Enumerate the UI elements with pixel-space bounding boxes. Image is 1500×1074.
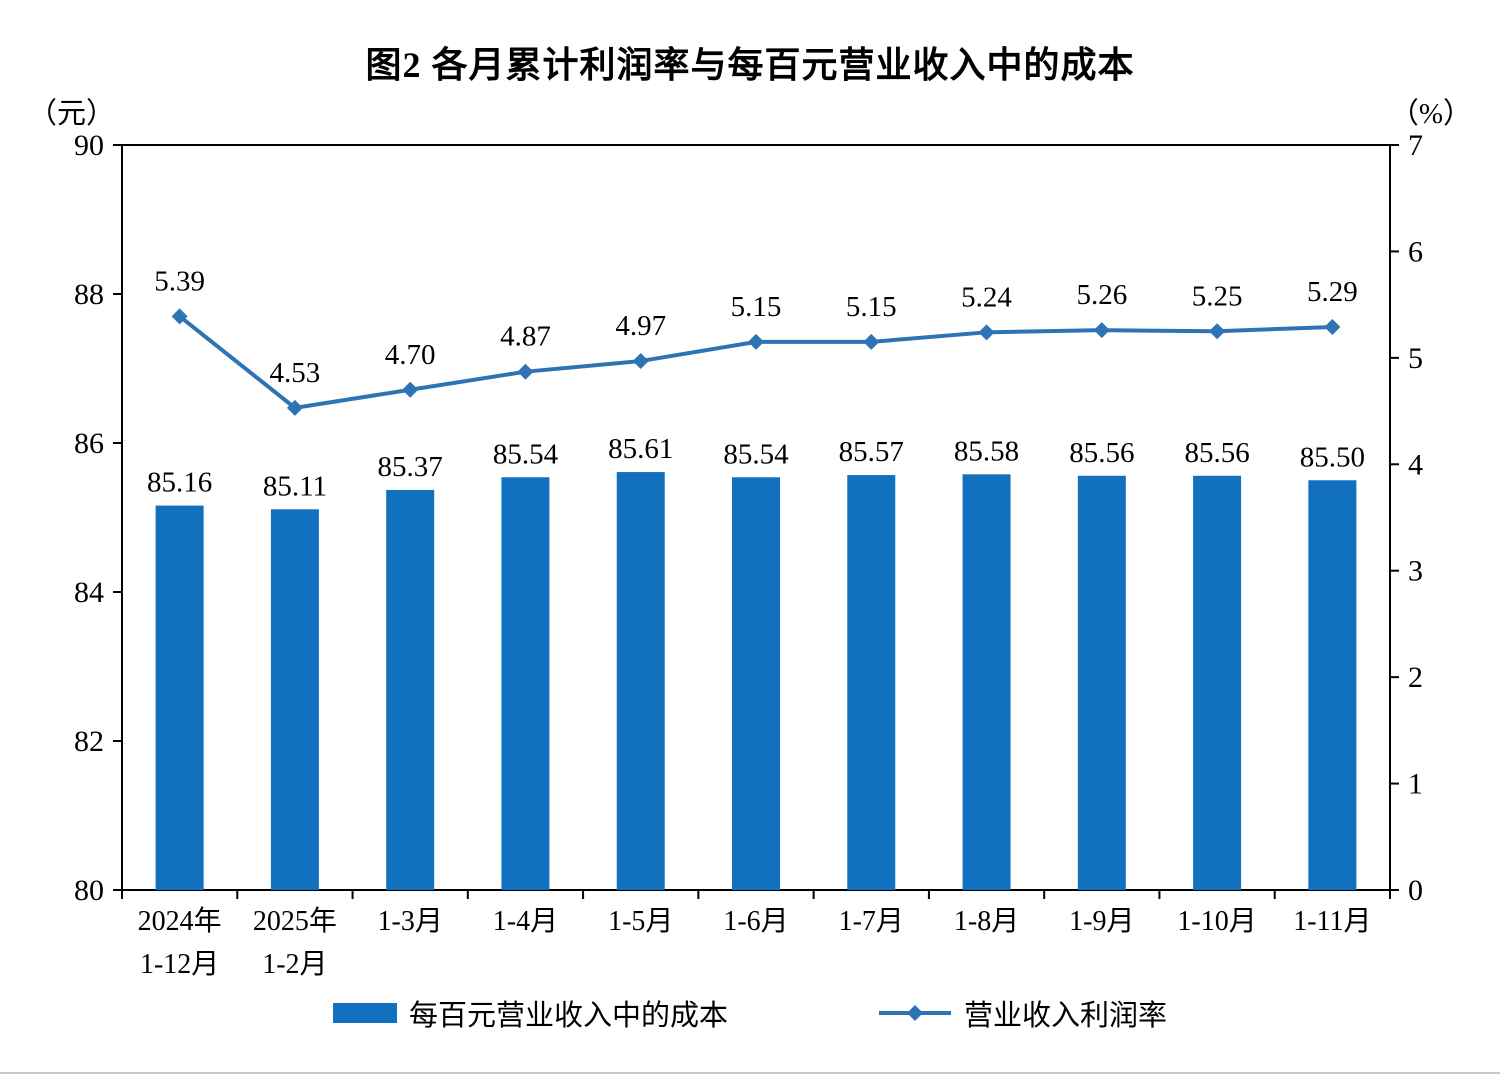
legend-item-bars: 每百元营业收入中的成本 xyxy=(332,992,728,1034)
chart-title: 图2 各月累计利润率与每百元营业收入中的成本 xyxy=(365,45,1135,85)
legend-line-label: 营业收入利润率 xyxy=(964,1000,1168,1032)
bar xyxy=(270,509,319,890)
category-label: 2024年 xyxy=(138,905,222,937)
category-label: 1-10月 xyxy=(1177,906,1256,937)
category-label: 1-2月 xyxy=(262,949,327,980)
left-axis-tick-label: 86 xyxy=(74,427,104,460)
category-label: 1-3月 xyxy=(378,906,443,937)
line-value-label: 4.87 xyxy=(500,321,551,353)
left-axis-tick-label: 90 xyxy=(74,129,104,162)
right-axis-tick-label: 4 xyxy=(1408,448,1423,481)
line-value-label: 4.70 xyxy=(385,339,436,371)
category-label: 1-9月 xyxy=(1069,906,1134,937)
right-axis-tick-label: 0 xyxy=(1408,874,1423,907)
category-label: 1-4月 xyxy=(493,906,558,937)
bar-value-label: 85.58 xyxy=(954,435,1019,467)
category-label: 1-8月 xyxy=(954,906,1019,937)
category-label: 2025年 xyxy=(253,905,337,937)
line-value-label: 5.15 xyxy=(846,291,897,323)
bar-value-label: 85.16 xyxy=(147,467,212,499)
right-axis-tick-label: 5 xyxy=(1408,342,1423,375)
plot-area: 80 82 84 86 88 90 0 1 2 3 4 5 6 7 85.16 85.11 85.37 85.54… xyxy=(74,129,1423,980)
line-value-label: 5.26 xyxy=(1076,279,1127,311)
bar xyxy=(155,505,204,890)
category-label: 1-12月 xyxy=(140,949,219,980)
bar-value-label: 85.61 xyxy=(608,433,673,465)
bar-value-label: 85.54 xyxy=(493,438,559,470)
category-label: 1-7月 xyxy=(839,906,904,937)
line-series xyxy=(178,314,1333,410)
bar-value-label: 85.50 xyxy=(1300,441,1365,473)
bar-value-label: 85.54 xyxy=(723,438,789,470)
line-value-label: 5.25 xyxy=(1192,280,1243,312)
bar-value-label: 85.11 xyxy=(263,470,327,502)
bar-value-label: 85.56 xyxy=(1069,437,1134,469)
line-marker xyxy=(978,324,995,341)
line-value-label: 5.15 xyxy=(731,291,782,323)
legend-item-line: 营业收入利润率 xyxy=(878,992,1167,1034)
bar xyxy=(386,489,435,890)
line-marker xyxy=(863,333,880,350)
category-label: 1-5月 xyxy=(608,906,673,937)
right-axis-tick-label: 2 xyxy=(1408,661,1423,694)
right-axis-unit-label: （%） xyxy=(1389,98,1472,130)
bar xyxy=(1308,480,1357,890)
line-value-label: 4.53 xyxy=(270,357,321,389)
bar-series-swatch-icon xyxy=(332,1003,397,1023)
right-axis-tick-label: 1 xyxy=(1408,768,1423,801)
line-value-label: 5.39 xyxy=(154,265,205,297)
line-marker xyxy=(402,381,419,398)
line-marker xyxy=(1324,318,1341,335)
bar-value-label: 85.57 xyxy=(839,436,904,468)
line-marker xyxy=(517,363,534,380)
bar-value-label: 85.37 xyxy=(378,451,443,483)
bar xyxy=(732,477,780,890)
bar xyxy=(1077,475,1126,890)
left-axis-unit-label: （元） xyxy=(28,98,116,130)
legend: 每百元营业收入中的成本 营业收入利润率 xyxy=(0,992,1500,1034)
line-series-swatch-icon xyxy=(878,1002,952,1024)
right-axis-tick-label: 7 xyxy=(1408,129,1423,162)
line-marker xyxy=(171,308,188,325)
right-axis-tick-label: 3 xyxy=(1408,555,1423,588)
line-marker xyxy=(1093,322,1110,339)
line-value-label: 4.97 xyxy=(615,310,666,342)
left-axis-tick-label: 88 xyxy=(74,278,104,311)
category-label: 1-6月 xyxy=(723,906,788,937)
line-marker xyxy=(286,399,303,416)
bar-value-label: 85.56 xyxy=(1184,437,1249,469)
line-marker xyxy=(748,333,764,350)
left-axis-tick-label: 84 xyxy=(74,576,104,609)
category-label: 1-11月 xyxy=(1293,906,1371,937)
line-marker xyxy=(1209,323,1226,340)
bar xyxy=(962,474,1011,890)
line-value-label: 5.24 xyxy=(961,281,1012,313)
right-axis-tick-label: 6 xyxy=(1408,235,1423,268)
line-value-label: 5.29 xyxy=(1307,276,1358,308)
left-axis-tick-label: 82 xyxy=(74,725,104,758)
bar xyxy=(616,472,665,890)
bar xyxy=(501,477,550,890)
legend-bars-label: 每百元营业收入中的成本 xyxy=(408,1000,728,1032)
left-axis-tick-label: 80 xyxy=(74,874,104,907)
bar xyxy=(1193,475,1242,890)
bar xyxy=(847,475,896,890)
line-marker xyxy=(632,353,649,370)
